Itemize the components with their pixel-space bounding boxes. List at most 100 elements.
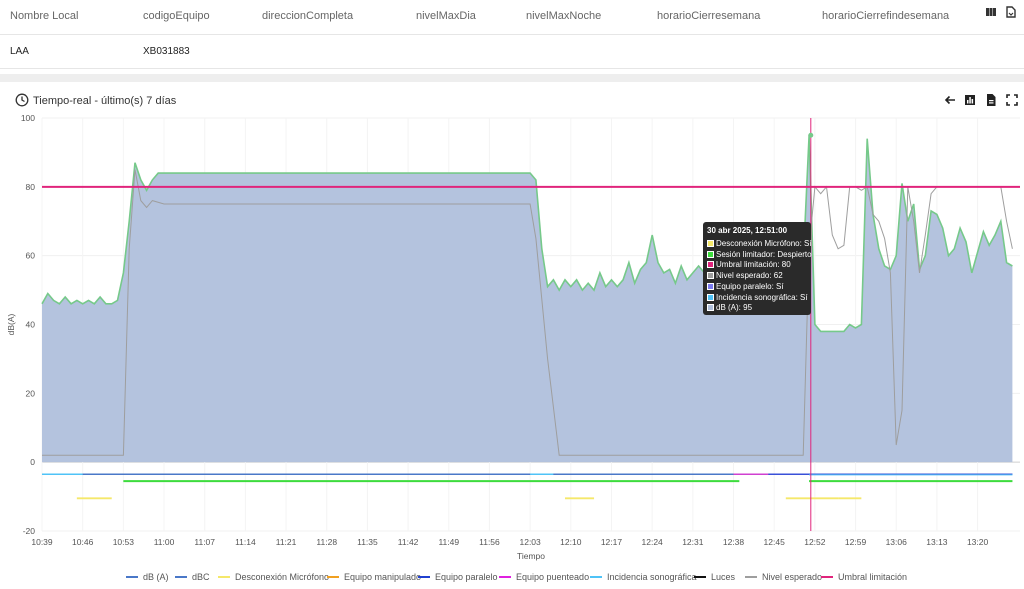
- x-tick-label: 12:24: [642, 537, 664, 547]
- y-tick-label: -20: [23, 526, 36, 536]
- tooltip-row-text: Incidencia sonográfica: Sí: [716, 292, 808, 302]
- col-header-nivel-max-noche[interactable]: nivelMaxNoche: [526, 10, 602, 22]
- tooltip-row: Equipo paralelo: Sí: [707, 282, 784, 291]
- table-header: Nombre Local codigoEquipo direccionCompl…: [0, 0, 1024, 35]
- tooltip-swatch: [707, 240, 714, 247]
- x-axis-label: Tiempo: [517, 551, 545, 561]
- fullscreen-icon[interactable]: [1005, 93, 1019, 107]
- legend-item[interactable]: Nivel esperado: [745, 572, 822, 582]
- legend-swatch: [327, 575, 339, 578]
- tooltip-row-text: Sesión limitador: Despierto: [716, 249, 812, 259]
- tooltip-row: Desconexión Micrófono: Sí: [707, 239, 812, 248]
- x-tick-label: 12:31: [682, 537, 704, 547]
- tooltip-row: Incidencia sonográfica: Sí: [707, 293, 808, 302]
- col-header-nombre-local[interactable]: Nombre Local: [10, 10, 79, 22]
- col-header-nivel-max-dia[interactable]: nivelMaxDia: [416, 10, 476, 22]
- tooltip-swatch: [707, 261, 714, 269]
- tooltip-swatch: [707, 282, 714, 290]
- tooltip-row-text: Equipo paralelo: Sí: [716, 281, 784, 291]
- legend-label: Desconexión Micrófono: [235, 572, 330, 582]
- legend-item[interactable]: Equipo paralelo: [418, 572, 498, 582]
- tooltip-swatch: [707, 293, 714, 301]
- cell-nombre-local: LAA: [10, 46, 29, 57]
- cell-codigo-equipo: XB031883: [143, 46, 190, 57]
- tooltip-row-text: Nivel esperado: 62: [716, 271, 783, 281]
- legend-item[interactable]: Incidencia sonográfica: [590, 572, 697, 582]
- legend-swatch: [694, 575, 706, 578]
- legend-label: dBC: [192, 572, 210, 582]
- col-header-direccion[interactable]: direccionCompleta: [262, 10, 354, 22]
- col-header-horario-finde[interactable]: horarioCierrefindesemana: [822, 10, 950, 22]
- pdf-file-icon[interactable]: [984, 93, 998, 107]
- crosshair-point: [808, 132, 814, 138]
- x-tick-label: 12:38: [723, 537, 745, 547]
- legend-label: Nivel esperado: [762, 572, 823, 582]
- x-tick-label: 12:10: [560, 537, 582, 547]
- x-tick-label: 12:59: [845, 537, 867, 547]
- tooltip-title: 30 abr 2025, 12:51:00: [707, 226, 788, 235]
- x-tick-label: 11:00: [154, 537, 175, 547]
- legend-item[interactable]: Equipo puenteado: [499, 572, 589, 582]
- legend-label: Luces: [711, 572, 736, 582]
- x-tick-label: 11:21: [276, 537, 297, 547]
- table-row[interactable]: LAA XB031883: [0, 35, 1024, 69]
- x-tick-label: 10:53: [113, 537, 135, 547]
- x-tick-label: 11:35: [357, 537, 378, 547]
- legend-label: Equipo manipulado: [344, 572, 422, 582]
- x-tick-label: 11:56: [479, 537, 500, 547]
- back-arrow-icon[interactable]: [943, 93, 957, 107]
- legend-swatch: [418, 575, 430, 578]
- legend-swatch: [175, 575, 187, 578]
- col-header-horario-semana[interactable]: horarioCierresemana: [657, 10, 761, 22]
- tooltip-swatch: [707, 304, 714, 312]
- y-tick-label: 20: [26, 388, 36, 398]
- timeseries-chart[interactable]: -20 0 20 40 60 80 100 10:39 10:46 10:53 11:00 11:07…: [0, 108, 1024, 570]
- legend-swatch: [745, 575, 757, 578]
- section-divider: [0, 74, 1024, 82]
- clock-icon: [15, 93, 29, 107]
- y-axis-label: dB(A): [6, 313, 16, 335]
- legend-swatch: [499, 575, 511, 578]
- y-tick-label: 100: [21, 113, 35, 123]
- legend-swatch: [126, 575, 138, 578]
- x-tick-label: 10:46: [72, 537, 94, 547]
- legend-item[interactable]: Desconexión Micrófono: [218, 572, 329, 582]
- x-tick-label: 13:06: [886, 537, 908, 547]
- x-tick-label: 11:42: [398, 537, 419, 547]
- series-dba-area: [42, 135, 1013, 463]
- tooltip-row-text: Umbral limitación: 80: [716, 260, 791, 270]
- tooltip-row: Sesión limitador: Despierto: [707, 250, 812, 259]
- bar-chart-icon[interactable]: [963, 93, 977, 107]
- tooltip-row-text: dB (A): 95: [716, 303, 753, 313]
- legend-item[interactable]: dB (A): [126, 572, 169, 582]
- tooltip-row: dB (A): 95: [707, 303, 752, 312]
- x-tick-label: 12:45: [764, 537, 786, 547]
- x-tick-label: 11:07: [194, 537, 215, 547]
- x-tick-label: 11:49: [438, 537, 459, 547]
- legend-item[interactable]: Luces: [694, 572, 735, 582]
- tooltip-swatch: [707, 272, 714, 280]
- panel-title: Tiempo-real - último(s) 7 días: [33, 95, 177, 107]
- legend-label: Equipo paralelo: [435, 572, 498, 582]
- x-tick-label: 13:20: [967, 537, 989, 547]
- legend-label: Umbral limitación: [838, 572, 908, 582]
- x-tick-label: 12:03: [519, 537, 541, 547]
- columns-icon[interactable]: [985, 6, 997, 18]
- x-tick-label: 10:39: [31, 537, 53, 547]
- col-header-codigo-equipo[interactable]: codigoEquipo: [143, 10, 210, 22]
- legend-swatch: [821, 575, 833, 578]
- tooltip-swatch: [707, 250, 714, 258]
- tooltip-row-text: Desconexión Micrófono: Sí: [716, 239, 812, 248]
- legend-item[interactable]: dBC: [175, 572, 210, 582]
- export-file-icon[interactable]: [1005, 6, 1017, 18]
- tooltip-row: Umbral limitación: 80: [707, 260, 791, 269]
- x-tick-label: 11:28: [316, 537, 337, 547]
- legend-item[interactable]: Equipo manipulado: [327, 572, 421, 582]
- legend-label: dB (A): [143, 572, 169, 582]
- x-tick-label: 12:52: [804, 537, 826, 547]
- legend-item[interactable]: Umbral limitación: [821, 572, 907, 582]
- legend-label: Equipo puenteado: [516, 572, 590, 582]
- legend-swatch: [590, 575, 602, 578]
- data-table: Nombre Local codigoEquipo direccionCompl…: [0, 0, 1024, 70]
- chart-tooltip: 30 abr 2025, 12:51:00 Desconexión Micróf…: [703, 222, 812, 315]
